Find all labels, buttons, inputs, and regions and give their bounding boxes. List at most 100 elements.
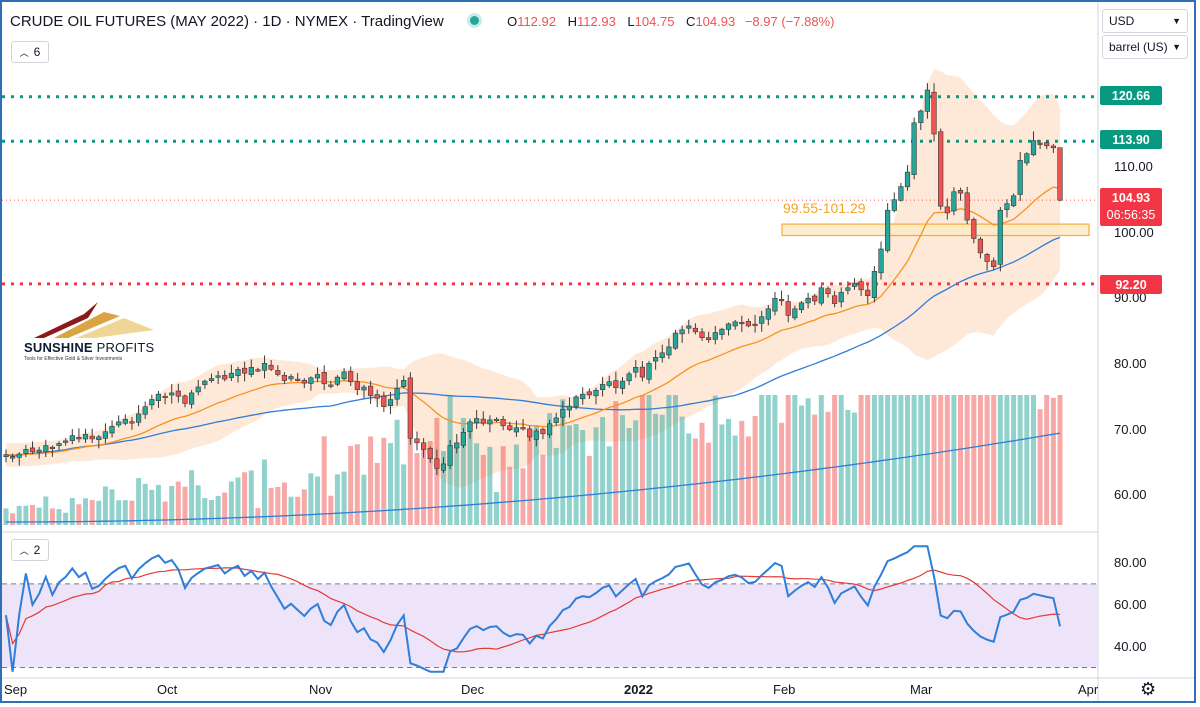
settings-gear-icon[interactable]: ⚙ [1140,679,1157,699]
unit-select[interactable]: barrel (US) ▼ [1102,35,1188,59]
candle-body [639,366,645,378]
candle-body [334,376,341,385]
candle-body [129,421,135,424]
candle-body [991,260,997,267]
volume-bar [805,398,811,525]
candle-body [374,394,380,399]
candle-body [182,395,188,404]
candle-body [354,381,360,390]
volume-bar [16,505,22,525]
candle-body [553,417,559,423]
candle-body [1024,153,1030,164]
candle-body [222,375,228,380]
candle-body [540,428,546,435]
candle-body [752,323,758,326]
candle-body [911,122,917,175]
candle-body [208,378,215,382]
volume-bar [765,395,771,525]
candle-body [898,186,904,201]
volume-bar [759,395,765,525]
volume-bar [487,446,493,525]
volume-bar [507,466,513,525]
candle-body [792,308,798,319]
candle-body [871,270,877,298]
volume-bar [865,395,871,525]
candle-body [858,281,864,291]
candle-body [361,386,367,391]
sma-line [5,236,1061,457]
candle-body [16,453,22,458]
candle-body [984,254,990,262]
time-tick-label: Apr [1078,682,1099,697]
support-zone [781,223,1090,237]
volume-bar [182,486,188,525]
open-label: O [507,14,518,29]
volume-bar [215,495,221,525]
candle-body [136,413,142,423]
volume-bar [202,498,208,525]
candle-body [314,374,321,379]
candle-body [454,442,460,449]
currency-select[interactable]: USD ▼ [1102,9,1188,33]
candle-body [301,379,307,384]
candle-body [102,431,108,439]
volume-bar [580,430,586,525]
candle-body [447,445,453,466]
candle-body [957,190,964,194]
volume-bar [275,487,281,525]
candle-body [328,384,334,387]
candle-body [765,308,771,320]
volume-bar [931,395,937,525]
low-value: 104.75 [634,14,675,29]
time-tick-label: Feb [773,682,796,697]
candle-body [261,362,268,371]
volume-bar [792,395,798,525]
volume-bar [262,459,267,525]
candle-body [215,375,221,378]
candle-body [116,421,122,426]
candle-body [851,282,858,287]
candle-body [732,321,738,327]
candle-body [739,321,745,325]
candle-body [825,288,831,295]
candle-body [520,427,526,430]
chevron-down-icon: ▼ [1172,42,1181,52]
price-tag-last: 104.93 06:56:35 [1100,188,1162,226]
candle-body [1017,160,1023,195]
high-value: 112.93 [577,14,616,29]
candle-body [122,418,128,424]
candle-body [613,380,619,388]
candle-body [10,456,16,459]
volume-bar [533,425,539,525]
volume-bar [136,478,142,525]
candle-body [23,449,29,454]
volume-bar [692,438,698,525]
candle-body [460,431,467,446]
candle-body [175,390,181,397]
volume-bar [222,492,228,525]
candle-body [69,435,75,441]
candle-body [493,418,500,422]
volume-bar [858,395,864,525]
candle-body [189,392,195,405]
main-indicators-toggle[interactable]: ︿ 6 [11,41,49,63]
candle-body [865,289,871,297]
volume-bar [646,395,652,525]
volume-bar [407,395,413,525]
unit-value: barrel (US) [1109,40,1168,54]
candle-body [812,295,818,302]
volume-bar [911,395,917,525]
volume-bar [553,447,559,525]
volume-bar [626,428,632,525]
rsi-tick-label: 60.00 [1114,596,1147,612]
time-tick-label: Dec [461,682,485,697]
volume-bar [586,455,592,525]
rsi-indicators-toggle[interactable]: ︿ 2 [11,539,49,561]
volume-bar [1057,395,1063,525]
volume-bar [388,443,393,525]
price-tick-label: 110.00 [1114,158,1153,174]
candle-body [527,428,533,438]
volume-bar [96,500,102,525]
candle-body [599,384,606,390]
